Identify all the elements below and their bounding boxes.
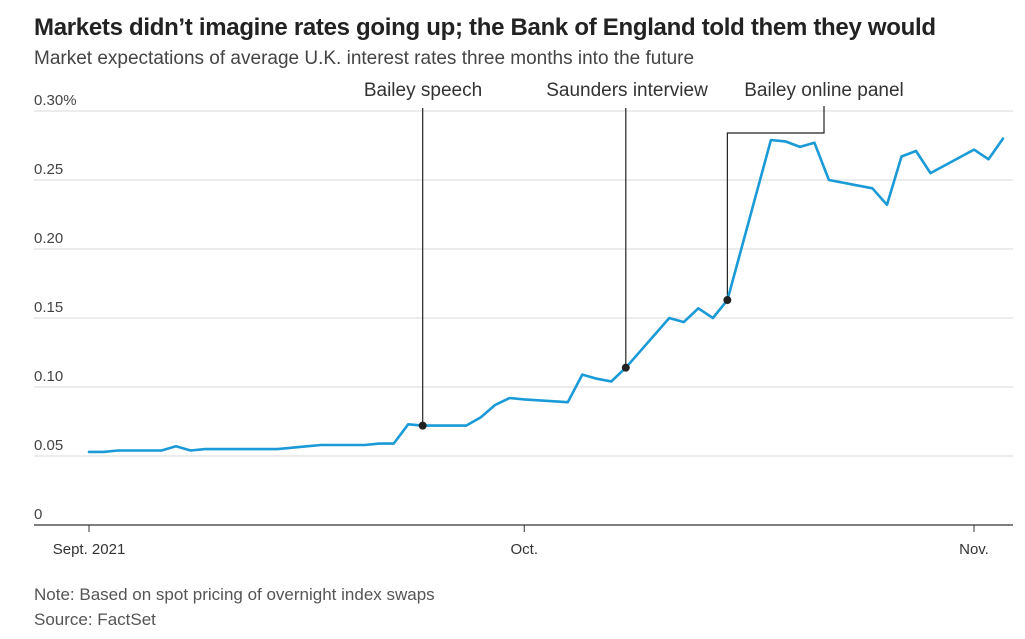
annotation-marker <box>621 363 630 372</box>
line-chart: 0 0.05 0.10 0.15 0.20 0.25 0.30% Sept. 2021 Oct… <box>34 80 1013 558</box>
chart-source: Source: FactSet <box>34 610 156 629</box>
chart-subtitle: Market expectations of average U.K. inte… <box>34 48 695 69</box>
y-tick-label: 0.15 <box>34 299 63 316</box>
chart-note: Note: Based on spot pricing of overnight… <box>34 585 435 604</box>
x-tick-label: Sept. 2021 <box>53 541 126 558</box>
annotation-leader-line <box>726 106 825 301</box>
series-line <box>87 137 1005 454</box>
annotation-label: Bailey speech <box>364 80 482 101</box>
y-tick-label: 0.20 <box>34 230 63 247</box>
chart-title: Markets didn’t imagine rates going up; t… <box>34 14 936 41</box>
annotation-label: Bailey online panel <box>744 80 904 101</box>
y-tick-label: 0.05 <box>34 437 63 454</box>
x-tick-label: Nov. <box>959 541 989 558</box>
y-tick-label: 0.25 <box>34 161 63 178</box>
annotation-marker <box>723 296 732 305</box>
y-tick-label: 0.10 <box>34 368 63 385</box>
annotation-label: Saunders interview <box>546 80 708 101</box>
y-tick-label: 0.30% <box>34 92 77 109</box>
x-tick-label: Oct. <box>510 541 538 558</box>
y-tick-label: 0 <box>34 506 42 523</box>
annotation-marker <box>418 421 427 430</box>
